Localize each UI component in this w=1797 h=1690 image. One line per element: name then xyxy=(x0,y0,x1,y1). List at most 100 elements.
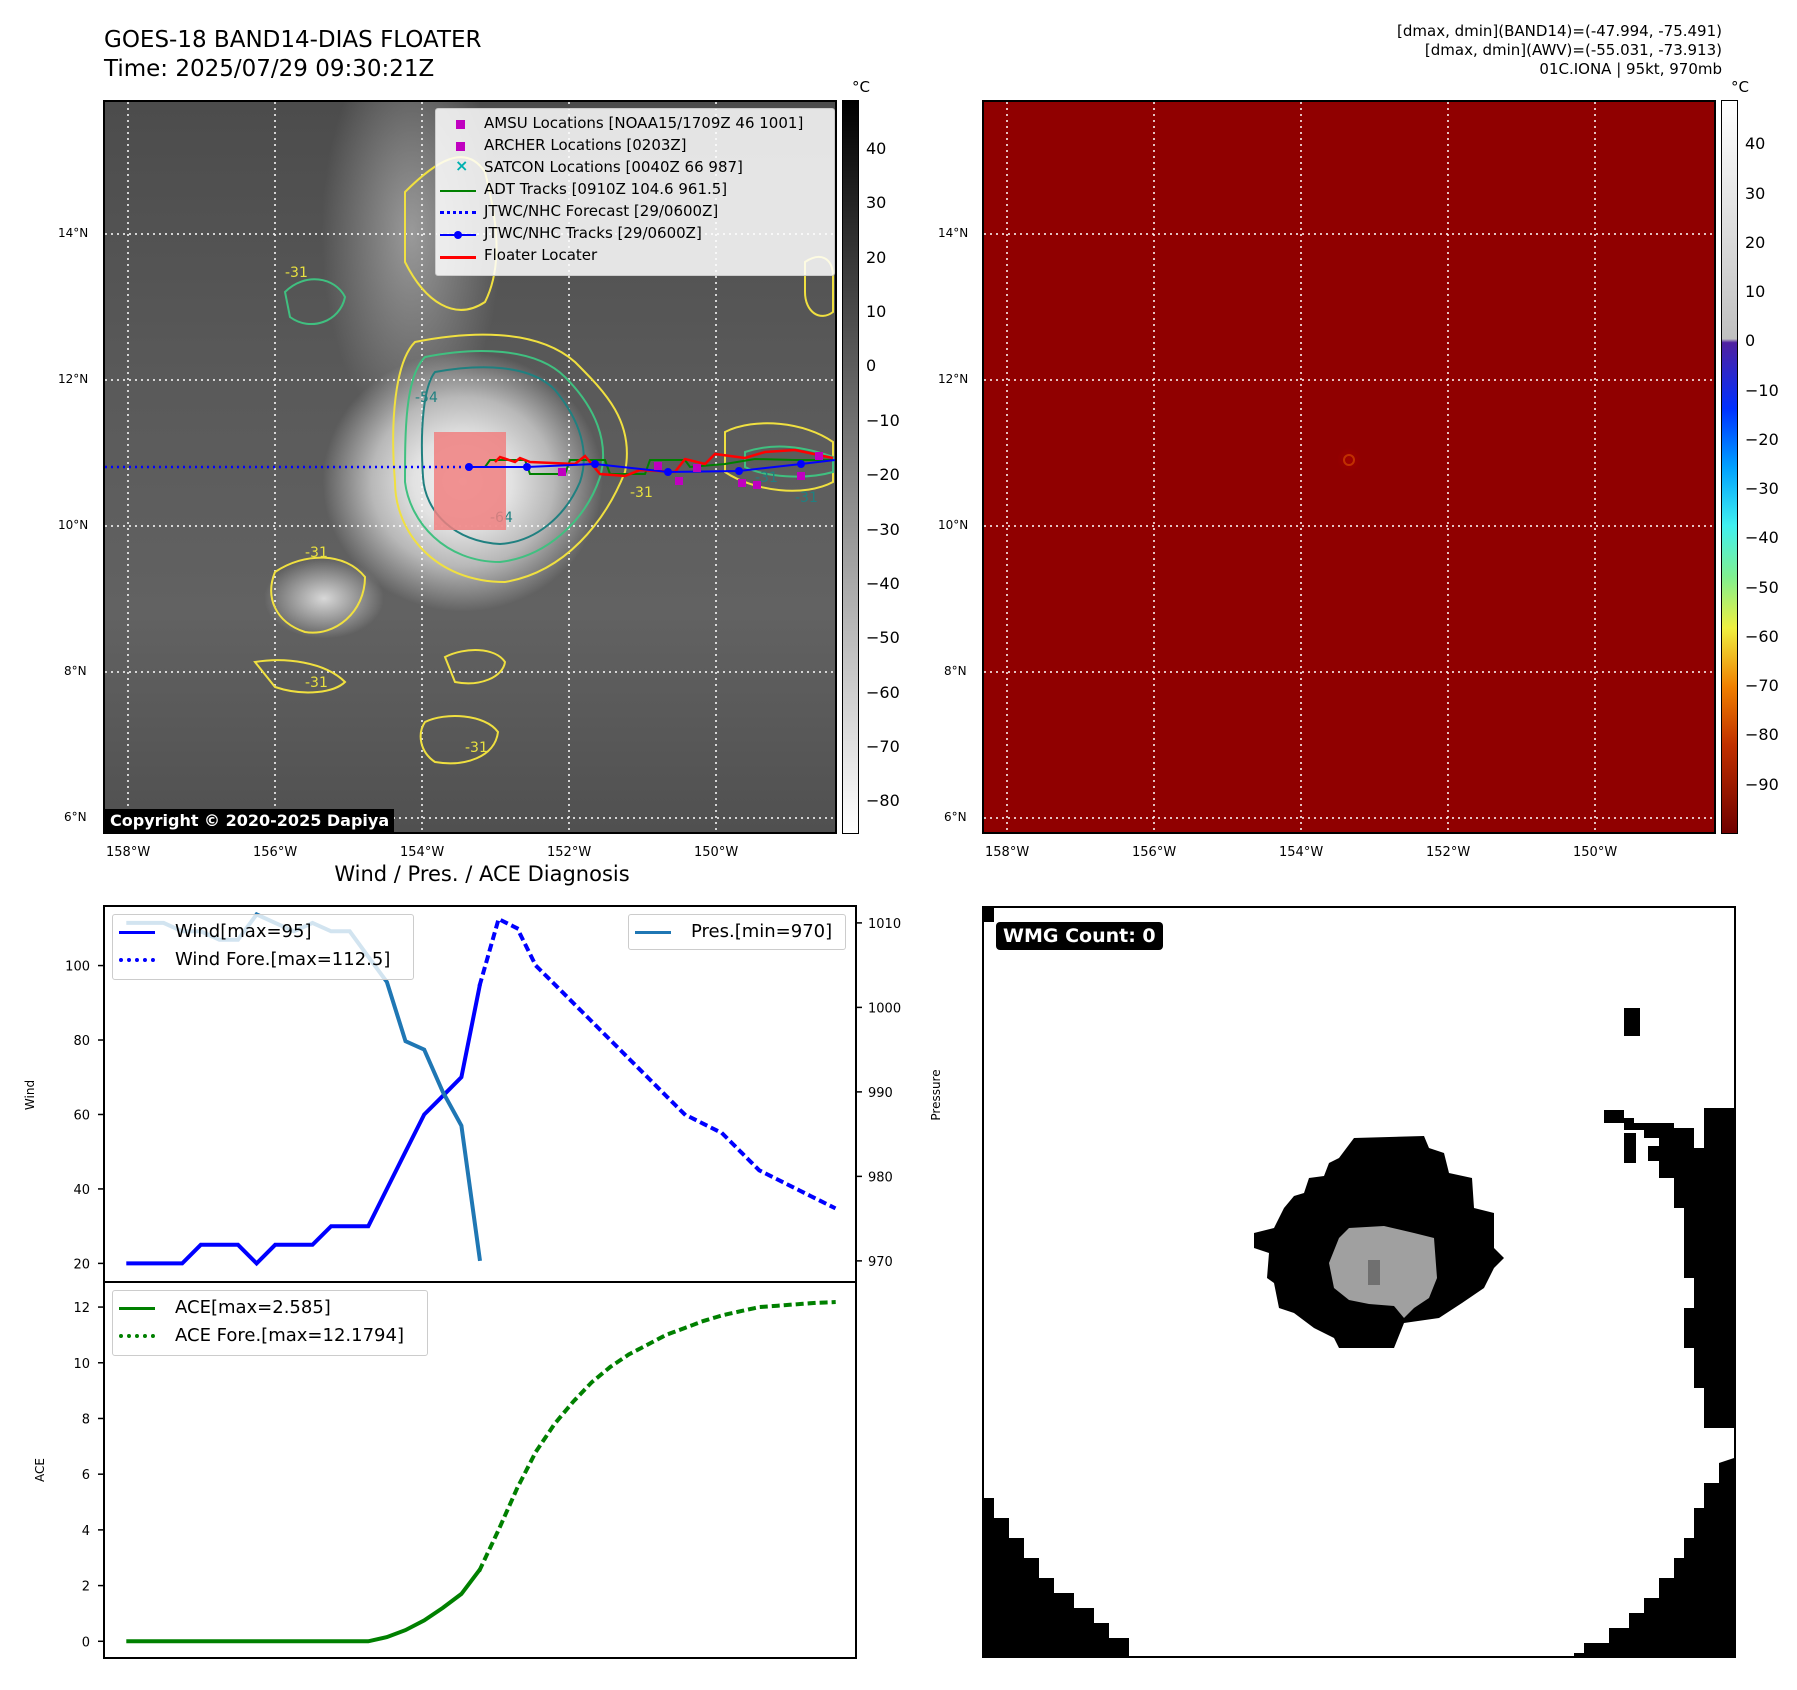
awv-colorbar-tick: −20 xyxy=(1745,429,1779,449)
pressure-tick-label: 990 xyxy=(868,1086,893,1101)
legend-label: ACE[max=2.585] xyxy=(175,1297,331,1318)
ace-tick-label: 12 xyxy=(73,1301,90,1316)
ir-colorbar-tick: −30 xyxy=(866,519,900,539)
legend-label: ARCHER Locations [0203Z] xyxy=(484,136,687,154)
dot-marker-icon xyxy=(454,231,462,239)
awv-lon-label: 158°W xyxy=(985,845,1030,860)
awv-lat-label: 8°N xyxy=(944,664,967,678)
ir-colorbar-tick: −50 xyxy=(866,628,900,648)
awv-lon-label: 156°W xyxy=(1132,845,1177,860)
pressure-legend: Pres.[min=970] xyxy=(628,914,846,950)
ir-lon-label: 152°W xyxy=(547,845,592,860)
wmg-panel: WMG Count: 0 xyxy=(982,906,1736,1658)
awv-colorbar-tick: 20 xyxy=(1745,232,1766,252)
contour-label: -31 xyxy=(795,490,818,506)
ace-tick-label: 0 xyxy=(82,1635,90,1650)
pressure-axis-label: Pressure xyxy=(929,1069,943,1120)
line-marker-icon xyxy=(440,190,476,192)
ir-colorbar-tick: 30 xyxy=(866,193,887,213)
line-marker-icon xyxy=(440,256,476,259)
awv-colorbar-tick: −70 xyxy=(1745,676,1779,696)
awv-colorbar-tick: −40 xyxy=(1745,528,1779,548)
ir-lat-label: 8°N xyxy=(64,664,87,678)
awv-colorbar-tick: 0 xyxy=(1745,331,1756,351)
legend-label: Pres.[min=970] xyxy=(691,921,833,942)
line-marker-icon xyxy=(119,931,155,934)
line-marker-icon xyxy=(119,1307,155,1310)
contour-label: -31 xyxy=(285,265,308,281)
awv-colorbar-tick: 10 xyxy=(1745,282,1766,302)
wmg-core-region xyxy=(1329,1226,1437,1318)
ir-colorbar-tick: −10 xyxy=(866,410,900,430)
wind-series-line xyxy=(126,983,482,1267)
ir-lon-label: 158°W xyxy=(106,845,151,860)
ace-series-line xyxy=(126,1568,482,1644)
wmg-count-badge: WMG Count: 0 xyxy=(996,922,1163,950)
contour-label: -31 xyxy=(465,740,488,756)
ir-lon-label: 156°W xyxy=(253,845,298,860)
storm-info: 01C.IONA | 95kt, 970mb xyxy=(1539,60,1722,78)
figure-title: GOES-18 BAND14-DIAS FLOATER Time: 2025/0… xyxy=(104,26,482,84)
ir-lon-label: 154°W xyxy=(400,845,445,860)
wmg-right-region xyxy=(1604,1108,1734,1428)
wmg-eye xyxy=(1368,1260,1380,1285)
ir-colorbar-tick: 40 xyxy=(866,138,887,158)
wmg-bottom-left-region xyxy=(984,1498,1129,1656)
ir-colorbar-tick: −60 xyxy=(866,682,900,702)
ace-tick-label: 6 xyxy=(82,1468,90,1483)
copyright-badge: Copyright © 2020-2025 Dapiya xyxy=(105,809,395,832)
square-marker-icon xyxy=(456,142,465,151)
awv-lon-label: 150°W xyxy=(1573,845,1618,860)
ace-tick-label: 4 xyxy=(82,1524,90,1539)
awv-colorbar-tick: −90 xyxy=(1745,774,1779,794)
pressure-tick-label: 1000 xyxy=(868,1001,901,1016)
awv-lat-label: 14°N xyxy=(938,226,969,240)
wind-tick-label: 20 xyxy=(73,1257,90,1272)
amsu-archer-points xyxy=(558,452,823,489)
pressure-ticks: 970 980 990 1000 1010 xyxy=(856,917,901,1270)
band14-stats: [dmax, dmin](BAND14)=(-47.994, -75.491) xyxy=(1397,22,1722,40)
ir-lat-label: 6°N xyxy=(64,810,87,824)
contour-label: -54 xyxy=(415,390,438,406)
awv-colorbar-tick: −30 xyxy=(1745,479,1779,499)
wind-axis-label: Wind xyxy=(23,1080,37,1110)
awv-map-panel xyxy=(982,100,1716,834)
jtwc-track-points xyxy=(465,460,805,476)
ir-lat-label: 12°N xyxy=(58,372,89,386)
square-marker-icon xyxy=(456,120,465,129)
ace-axis-label: ACE xyxy=(33,1458,47,1482)
legend-label: Wind Fore.[max=112.5] xyxy=(175,949,391,970)
awv-colorbar-tick: 30 xyxy=(1745,183,1766,203)
line-marker-icon xyxy=(635,931,671,934)
ir-colorbar-tick: −20 xyxy=(866,465,900,485)
awv-colorbar-tick: 40 xyxy=(1745,134,1766,154)
wind-forecast-series-line xyxy=(477,916,837,1211)
ir-colorbar-unit: °C xyxy=(852,78,870,96)
ace-tick-label: 10 xyxy=(73,1357,90,1372)
floater-box xyxy=(434,432,506,530)
legend-label: ACE Fore.[max=12.1794] xyxy=(175,1325,404,1346)
awv-lat-label: 10°N xyxy=(938,518,969,532)
legend-label: Floater Locater xyxy=(484,246,598,264)
ir-colorbar-tick: −70 xyxy=(866,737,900,756)
title-line-2: Time: 2025/07/29 09:30:21Z xyxy=(104,56,435,82)
floater-locater-track xyxy=(494,448,834,478)
wind-tick-label: 80 xyxy=(73,1034,90,1049)
ace-tick-label: 2 xyxy=(82,1580,90,1595)
dotted-line-icon xyxy=(440,211,476,214)
legend-label: JTWC/NHC Tracks [29/0600Z] xyxy=(484,224,702,242)
wind-tick-label: 100 xyxy=(65,960,90,975)
ir-colorbar-tick: 10 xyxy=(866,302,887,322)
awv-colorbar-tick: −50 xyxy=(1745,577,1779,597)
diagnosis-title: Wind / Pres. / ACE Diagnosis xyxy=(334,862,630,886)
wind-legend: Wind[max=95] Wind Fore.[max=112.5] xyxy=(112,914,414,980)
legend-label: AMSU Locations [NOAA15/1709Z 46 1001] xyxy=(484,114,804,132)
awv-lon-label: 152°W xyxy=(1426,845,1471,860)
ir-legend: AMSU Locations [NOAA15/1709Z 46 1001] AR… xyxy=(435,108,835,276)
awv-colorbar-unit: °C xyxy=(1731,78,1749,96)
legend-label: JTWC/NHC Forecast [29/0600Z] xyxy=(484,202,719,220)
pressure-tick-label: 1010 xyxy=(868,917,901,932)
eye-marker xyxy=(1343,454,1355,466)
ir-lat-label: 10°N xyxy=(58,518,89,532)
ir-colorbar-tick: −80 xyxy=(866,791,900,811)
